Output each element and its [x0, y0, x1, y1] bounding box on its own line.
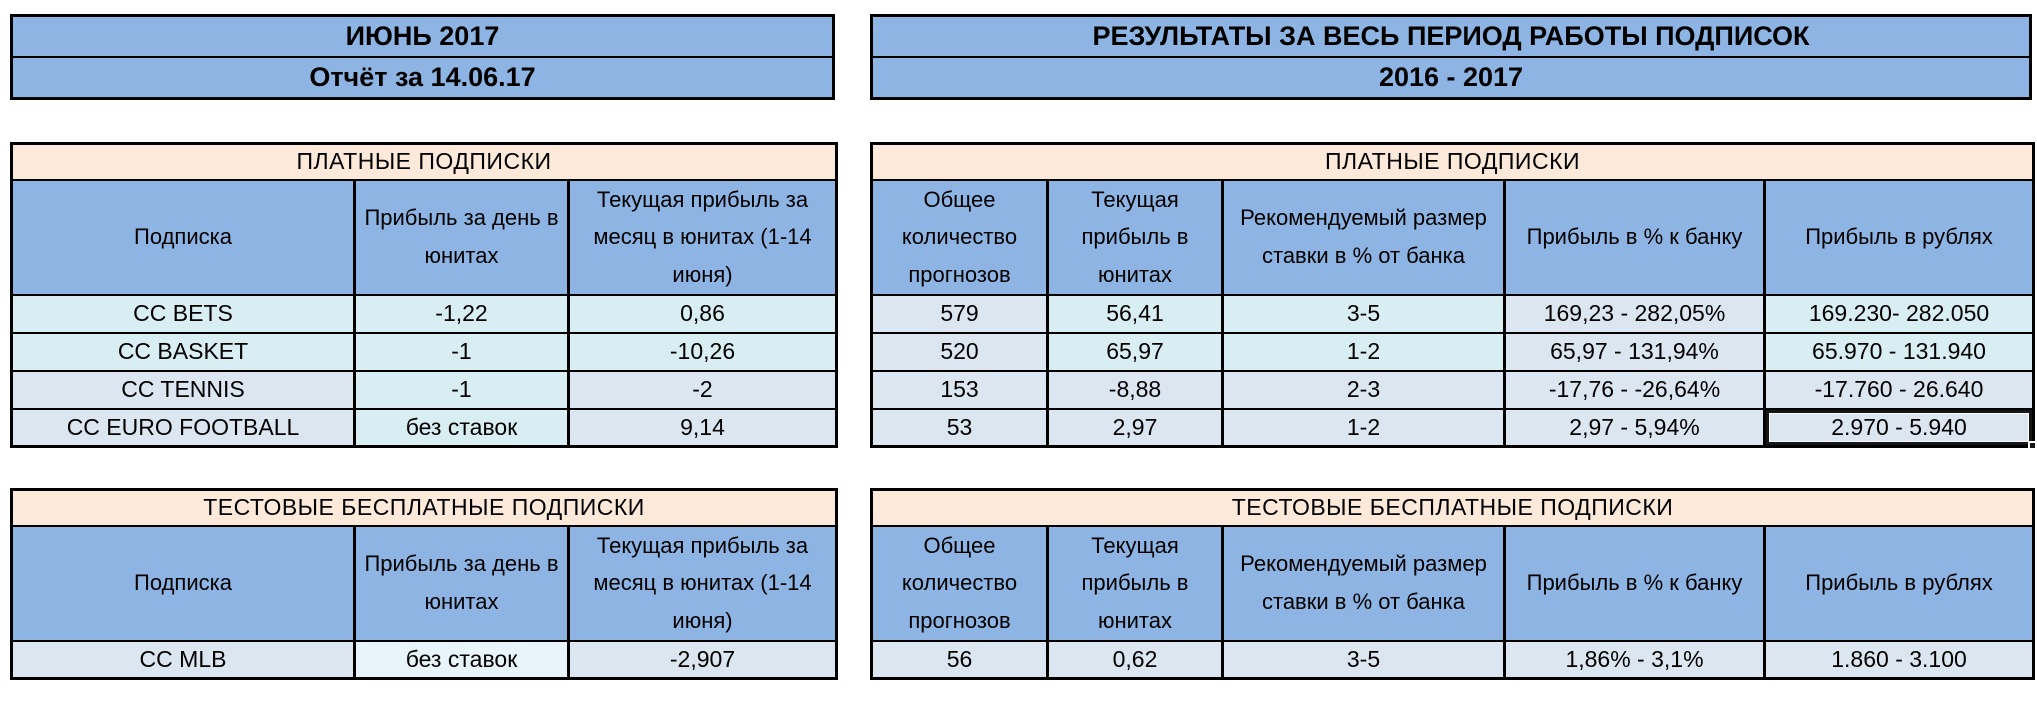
day-profit-cell[interactable]: -1	[353, 331, 570, 372]
monthly-test-table: ТЕСТОВЫЕ БЕСПЛАТНЫЕ ПОДПИСКИ Подписка Пр…	[9, 488, 839, 681]
day-profit-cell[interactable]: -1,22	[353, 293, 570, 334]
column-header-row: Общее количество прогнозов Текущая прибы…	[870, 524, 2036, 642]
forecast-count-cell[interactable]: 56	[870, 639, 1049, 680]
unit-profit-cell[interactable]: 65,97	[1046, 331, 1224, 372]
table-title[interactable]: ПЛАТНЫЕ ПОДПИСКИ	[10, 142, 838, 181]
subscription-cell[interactable]: CC BASKET	[10, 331, 356, 372]
table-row: 53 2,97 1-2 2,97 - 5,94% 2.970 - 5.940	[870, 407, 2037, 451]
stake-range-cell[interactable]: 3-5	[1221, 639, 1506, 680]
table-title[interactable]: ТЕСТОВЫЕ БЕСПЛАТНЫЕ ПОДПИСКИ	[9, 488, 839, 527]
column-header-row: Общее количество прогнозов Текущая прибы…	[870, 178, 2035, 296]
period-years-cell[interactable]: 2016 - 2017	[1378, 62, 1524, 92]
stake-range-cell[interactable]: 2-3	[1221, 369, 1506, 410]
month-profit-cell[interactable]: -2,907	[566, 639, 839, 680]
period-title-cell[interactable]: РЕЗУЛЬТАТЫ ЗА ВЕСЬ ПЕРИОД РАБОТЫ ПОДПИСО…	[873, 17, 2029, 58]
month-profit-cell[interactable]: 0,86	[567, 293, 838, 334]
col-header-unit-profit[interactable]: Текущая прибыль в юнитах	[1046, 524, 1224, 642]
col-header-bank-percent[interactable]: Прибыль в % к банку	[1503, 524, 1766, 642]
unit-profit-cell[interactable]: 56,41	[1046, 293, 1224, 334]
report-date-cell[interactable]: Отчёт за 14.06.17	[309, 62, 536, 92]
table-title[interactable]: ТЕСТОВЫЕ БЕСПЛАТНЫЕ ПОДПИСКИ	[869, 488, 2036, 527]
col-header-bank-percent[interactable]: Прибыль в % к банку	[1503, 178, 1766, 296]
table-row: 520 65,97 1-2 65,97 - 131,94% 65.970 - 1…	[870, 331, 2035, 372]
unit-profit-cell[interactable]: 0,62	[1046, 639, 1224, 680]
table-title-row: ТЕСТОВЫЕ БЕСПЛАТНЫЕ ПОДПИСКИ	[869, 488, 2036, 527]
table-row: CC MLB без ставок -2,907	[10, 639, 839, 680]
subscription-cell[interactable]: CC EURO FOOTBALL	[10, 407, 356, 448]
fill-handle[interactable]	[2028, 441, 2037, 451]
ruble-profit-cell[interactable]: 169.230- 282.050	[1763, 293, 2035, 334]
day-profit-cell[interactable]: -1	[353, 369, 570, 410]
col-header-subscription[interactable]: Подписка	[10, 524, 356, 642]
subscription-cell[interactable]: CC MLB	[10, 639, 356, 680]
alltime-test-table: ТЕСТОВЫЕ БЕСПЛАТНЫЕ ПОДПИСКИ Общее колич…	[869, 488, 2036, 681]
col-header-month-profit[interactable]: Текущая прибыль за месяц в юнитах (1-14 …	[566, 524, 839, 642]
table-row: CC TENNIS -1 -2	[10, 369, 838, 410]
ruble-profit-cell[interactable]: -17.760 - 26.640	[1763, 369, 2035, 410]
table-row: CC BETS -1,22 0,86	[10, 293, 838, 334]
ruble-profit-cell[interactable]: 65.970 - 131.940	[1763, 331, 2035, 372]
period-header-box: РЕЗУЛЬТАТЫ ЗА ВЕСЬ ПЕРИОД РАБОТЫ ПОДПИСО…	[870, 14, 2032, 100]
month-header-box: ИЮНЬ 2017 Отчёт за 14.06.17	[10, 14, 835, 100]
stake-range-cell[interactable]: 1-2	[1221, 407, 1506, 448]
bank-percent-cell[interactable]: 65,97 - 131,94%	[1503, 331, 1766, 372]
subscription-cell[interactable]: CC BETS	[10, 293, 356, 334]
month-profit-cell[interactable]: 9,14	[567, 407, 838, 448]
bank-percent-cell[interactable]: 169,23 - 282,05%	[1503, 293, 1766, 334]
forecast-count-cell[interactable]: 153	[870, 369, 1049, 410]
col-header-forecast-count[interactable]: Общее количество прогнозов	[870, 178, 1049, 296]
selected-cell[interactable]: 2.970 - 5.940	[1763, 407, 2037, 451]
col-header-month-profit[interactable]: Текущая прибыль за месяц в юнитах (1-14 …	[567, 178, 838, 296]
forecast-count-cell[interactable]: 520	[870, 331, 1049, 372]
col-header-stake-size[interactable]: Рекомендуемый размер ставки в % от банка	[1221, 178, 1506, 296]
column-header-row: Подписка Прибыль за день в юнитах Текуща…	[10, 178, 838, 296]
day-profit-cell[interactable]: без ставок	[353, 407, 570, 448]
forecast-count-cell[interactable]: 53	[870, 407, 1049, 448]
table-row: CC BASKET -1 -10,26	[10, 331, 838, 372]
month-profit-cell[interactable]: -10,26	[567, 331, 838, 372]
table-row: 579 56,41 3-5 169,23 - 282,05% 169.230- …	[870, 293, 2035, 334]
forecast-count-cell[interactable]: 579	[870, 293, 1049, 334]
month-title-cell[interactable]: ИЮНЬ 2017	[13, 17, 832, 58]
table-title-row: ПЛАТНЫЕ ПОДПИСКИ	[10, 142, 838, 181]
col-header-forecast-count[interactable]: Общее количество прогнозов	[870, 524, 1049, 642]
table-row: 153 -8,88 2-3 -17,76 - -26,64% -17.760 -…	[870, 369, 2035, 410]
bank-percent-cell[interactable]: 1,86% - 3,1%	[1503, 639, 1766, 680]
col-header-unit-profit[interactable]: Текущая прибыль в юнитах	[1046, 178, 1224, 296]
day-profit-cell[interactable]: без ставок	[353, 639, 570, 680]
ruble-profit-cell[interactable]: 1.860 - 3.100	[1762, 639, 2036, 680]
col-header-day-profit[interactable]: Прибыль за день в юнитах	[353, 178, 570, 296]
stake-range-cell[interactable]: 1-2	[1221, 331, 1506, 372]
selected-cell-value: 2.970 - 5.940	[1831, 414, 1967, 441]
stake-range-cell[interactable]: 3-5	[1221, 293, 1506, 334]
column-header-row: Подписка Прибыль за день в юнитах Текуща…	[10, 524, 839, 642]
col-header-ruble-profit[interactable]: Прибыль в рублях	[1763, 178, 2035, 296]
bank-percent-cell[interactable]: 2,97 - 5,94%	[1503, 407, 1766, 448]
month-profit-cell[interactable]: -2	[567, 369, 838, 410]
bank-percent-cell[interactable]: -17,76 - -26,64%	[1503, 369, 1766, 410]
subscription-cell[interactable]: CC TENNIS	[10, 369, 356, 410]
col-header-subscription[interactable]: Подписка	[10, 178, 356, 296]
table-title[interactable]: ПЛАТНЫЕ ПОДПИСКИ	[870, 142, 2035, 181]
unit-profit-cell[interactable]: -8,88	[1046, 369, 1224, 410]
col-header-stake-size[interactable]: Рекомендуемый размер ставки в % от банка	[1221, 524, 1506, 642]
col-header-ruble-profit[interactable]: Прибыль в рублях	[1762, 524, 2036, 642]
table-row: CC EURO FOOTBALL без ставок 9,14	[10, 407, 838, 448]
unit-profit-cell[interactable]: 2,97	[1046, 407, 1224, 448]
col-header-day-profit[interactable]: Прибыль за день в юнитах	[353, 524, 570, 642]
alltime-paid-table: ПЛАТНЫЕ ПОДПИСКИ Общее количество прогно…	[870, 142, 2037, 451]
table-title-row: ПЛАТНЫЕ ПОДПИСКИ	[870, 142, 2035, 181]
table-row: 56 0,62 3-5 1,86% - 3,1% 1.860 - 3.100	[870, 639, 2036, 680]
monthly-paid-table: ПЛАТНЫЕ ПОДПИСКИ Подписка Прибыль за ден…	[10, 142, 838, 449]
table-title-row: ТЕСТОВЫЕ БЕСПЛАТНЫЕ ПОДПИСКИ	[9, 488, 839, 527]
